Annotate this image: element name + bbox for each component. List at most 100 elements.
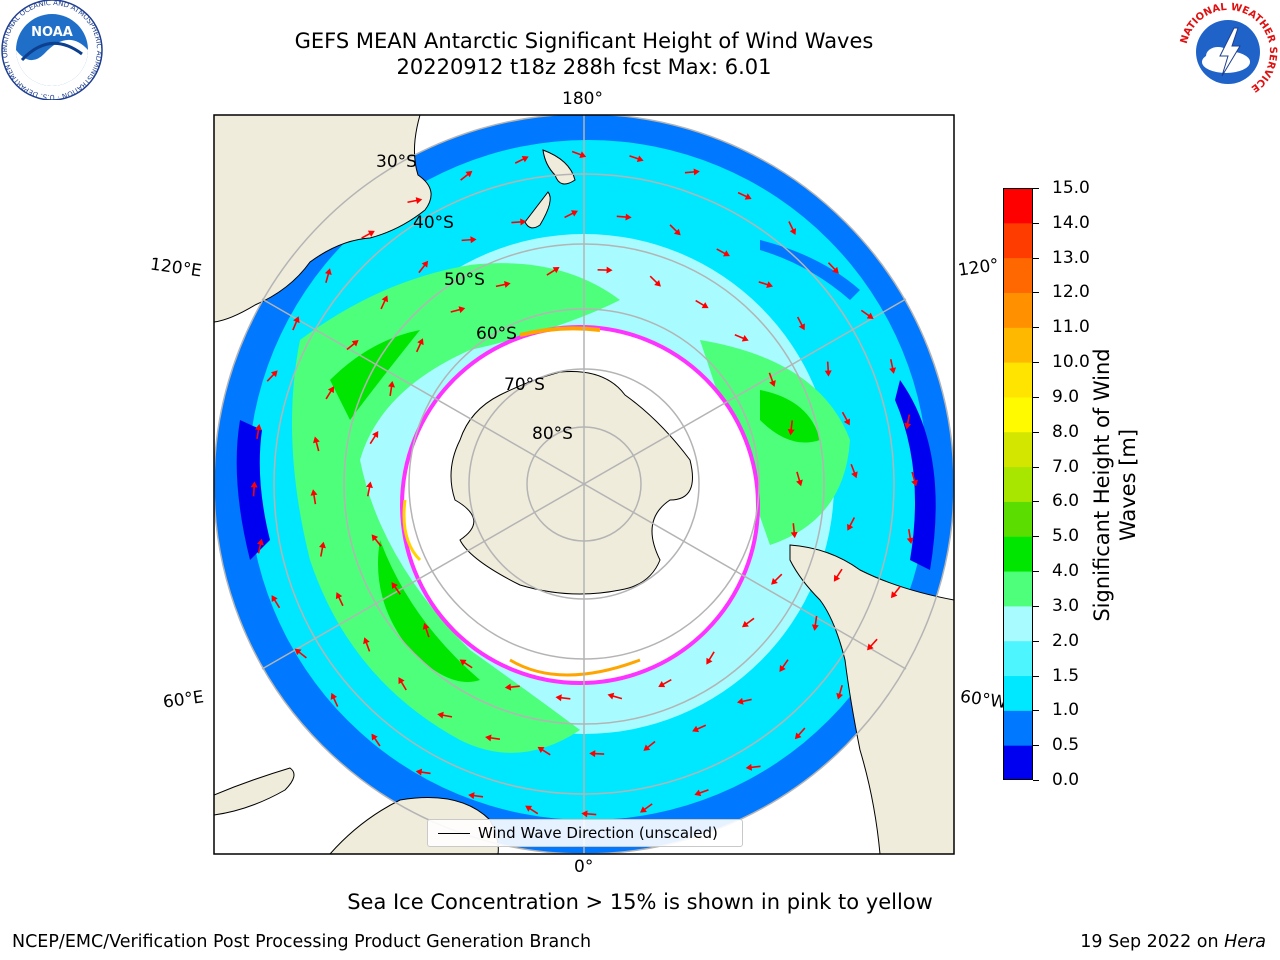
wave-direction-arrow <box>841 411 850 426</box>
colorbar-tick-label: 12.0 <box>1052 282 1090 303</box>
wave-direction-arrow <box>437 711 453 719</box>
footer-host: Hera <box>1224 932 1266 952</box>
wave-direction-arrow <box>867 638 878 651</box>
lat-label-30s: 30°S <box>376 152 417 172</box>
wave-direction-arrow <box>571 150 587 158</box>
colorbar-tick-label: 15.0 <box>1052 178 1090 198</box>
lat-label-80s: 80°S <box>532 424 573 444</box>
colorbar-band <box>1003 222 1033 259</box>
colorbar-tick-mark <box>1033 292 1039 294</box>
lat-label-40s: 40°S <box>413 213 454 233</box>
colorbar-band <box>1003 536 1033 572</box>
wave-direction-arrow <box>788 221 797 235</box>
wave-direction-arrow <box>388 380 395 396</box>
wave-direction-arrow <box>369 431 379 445</box>
colorbar-title: Significant Height of Wind Waves [m] <box>1090 348 1140 622</box>
chart-title: GEFS MEAN Antarctic Significant Height o… <box>294 29 874 53</box>
colorbar-tick-mark <box>1033 431 1039 433</box>
sea-ice-note: Sea Ice Concentration > 15% is shown in … <box>347 890 933 914</box>
footer-date: 19 Sep 2022 on <box>1080 932 1225 952</box>
colorbar-tick-mark <box>1033 780 1039 781</box>
colorbar-tick-label: 1.5 <box>1052 665 1080 686</box>
wave-direction-arrow <box>257 538 264 554</box>
colorbar-tick-label: 8.0 <box>1052 421 1080 442</box>
wave-direction-arrow <box>250 481 258 497</box>
wave-direction-arrow <box>833 568 843 582</box>
wave-direction-arrow <box>398 677 407 691</box>
graticule <box>214 115 954 854</box>
wave-direction-arrow <box>504 683 520 691</box>
wave-direction-arrow <box>485 734 501 742</box>
colorbar-tick-label: 0.0 <box>1052 770 1080 790</box>
legend-label: Wind Wave Direction (unscaled) <box>478 824 718 842</box>
colorbar-tick-label: 13.0 <box>1052 247 1090 268</box>
wave-direction-arrow <box>266 370 278 382</box>
wave-direction-arrow <box>771 573 783 585</box>
colorbar-tick-label: 5.0 <box>1052 526 1080 547</box>
colorbar-tick-mark <box>1033 257 1039 259</box>
wave-direction-arrow <box>366 481 373 497</box>
colorbar <box>1003 188 1033 780</box>
wave-direction-arrow <box>658 678 672 688</box>
wave-direction-arrow <box>450 306 466 314</box>
wave-direction-arrow <box>811 615 819 631</box>
wave-direction-arrow <box>546 267 560 276</box>
colorbar-tick-label: 10.0 <box>1052 352 1090 373</box>
wave-direction-arrow <box>564 210 578 219</box>
wave-direction-arrow <box>607 692 623 700</box>
lat-label-70s: 70°S <box>504 375 545 395</box>
wave-direction-arrow <box>616 213 632 221</box>
colorbar-tick-mark <box>1033 188 1039 189</box>
wave-direction-arrow <box>706 651 715 665</box>
wave-direction-arrow <box>555 694 571 702</box>
wave-direction-arrow <box>511 218 527 226</box>
wave-direction-arrow <box>745 763 761 771</box>
wave-direction-arrow <box>904 414 912 430</box>
colorbar-tick-mark <box>1033 605 1039 607</box>
colorbar-tick-label: 7.0 <box>1052 456 1080 477</box>
wave-direction-arrow <box>371 534 382 547</box>
wave-direction-arrow <box>779 659 789 672</box>
colorbar-tick-mark <box>1033 536 1039 538</box>
lat-label-60s: 60°S <box>476 324 517 344</box>
wave-direction-arrow <box>589 750 605 758</box>
wave-direction-arrow <box>847 517 856 531</box>
chart-subtitle: 20220912 t18z 288h fcst Max: 6.01 <box>396 55 772 79</box>
colorbar-tick-label: 2.0 <box>1052 630 1080 651</box>
wave-direction-arrow <box>640 803 653 813</box>
wave-direction-arrow <box>391 582 401 595</box>
wave-direction-arrow <box>889 359 897 374</box>
colorbar-band <box>1003 640 1033 677</box>
wave-direction-arrow <box>254 424 262 439</box>
wave-direction-arrow <box>824 361 832 377</box>
colorbar-tick-label: 11.0 <box>1052 317 1090 338</box>
wave-direction-arrow <box>737 191 752 200</box>
colorbar-tick-label: 0.5 <box>1052 735 1080 756</box>
colorbar-tick-label: 6.0 <box>1052 491 1080 512</box>
wave-direction-arrow <box>669 224 681 236</box>
footer-right: 19 Sep 2022 on Hera <box>1080 932 1266 952</box>
lat-label-50s: 50°S <box>444 270 485 290</box>
colorbar-band <box>1003 745 1033 780</box>
colorbar-band <box>1003 710 1033 746</box>
wave-direction-arrow <box>271 595 281 609</box>
land-masses <box>214 115 954 854</box>
footer-left: NCEP/EMC/Verification Post Processing Pr… <box>12 932 592 952</box>
wave-direction-arrow <box>716 248 730 257</box>
wave-direction-arrow <box>684 168 700 176</box>
wave-direction-arrow <box>313 436 320 452</box>
wave-direction-arrow <box>310 489 318 505</box>
wave-direction-arrow <box>371 733 381 747</box>
wave-direction-arrow <box>790 523 798 539</box>
colorbar-tick-label: 3.0 <box>1052 595 1080 616</box>
wave-direction-arrow <box>407 197 423 204</box>
colorbar-band <box>1003 188 1033 224</box>
noaa-logo-text: NOAA <box>31 25 73 40</box>
wave-direction-arrow <box>860 309 874 319</box>
colorbar-tick-mark <box>1033 710 1039 712</box>
colorbar-tick-label: 14.0 <box>1052 212 1090 233</box>
wave-direction-arrow <box>796 316 805 331</box>
colorbar-tick-mark <box>1033 327 1039 329</box>
colorbar-band <box>1003 396 1033 433</box>
